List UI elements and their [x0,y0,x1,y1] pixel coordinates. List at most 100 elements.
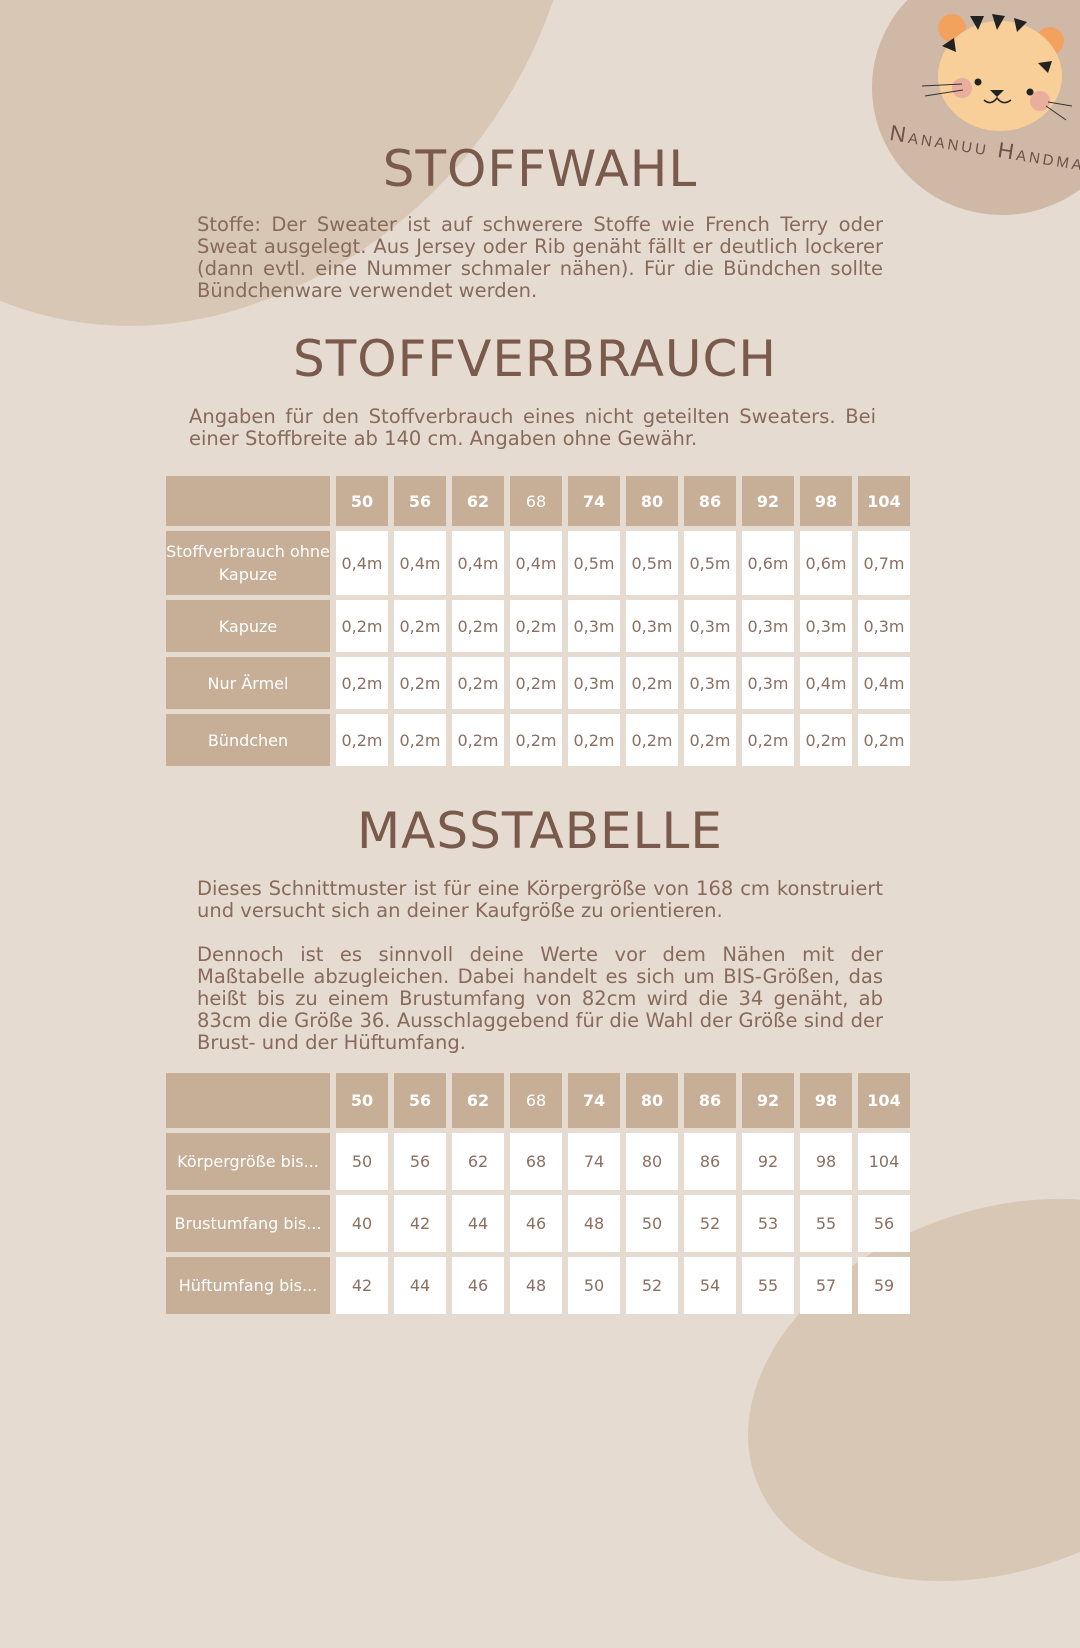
value-cell: 56 [394,1133,446,1190]
value-cell: 0,5m [568,531,620,595]
value-cell: 0,3m [742,657,794,709]
masstabelle-table: 50 56 62 68 74 80 86 92 98 104 Körpergröße bis... 5… [160,1068,916,1319]
value-cell: 54 [684,1257,736,1314]
size-header-cell: 104 [858,1073,910,1128]
value-cell: 0,6m [742,531,794,595]
table-row: Stoffverbrauch ohne Kapuze 0,4m 0,4m 0,4m 0,… [166,531,910,595]
value-cell: 98 [800,1133,852,1190]
value-cell: 0,2m [394,657,446,709]
row-label: Stoffverbrauch ohne Kapuze [166,531,330,595]
value-cell: 46 [510,1195,562,1252]
value-cell: 0,2m [800,714,852,766]
size-header-cell: 50 [336,476,388,526]
value-cell: 0,4m [858,657,910,709]
table-header-row: 50 56 62 68 74 80 86 92 98 104 [166,476,910,526]
value-cell: 0,4m [336,531,388,595]
value-cell: 0,3m [742,600,794,652]
value-cell: 0,2m [336,714,388,766]
masstabelle-intro: Dieses Schnittmuster ist für eine Körper… [197,877,883,922]
stoffverbrauch-text: Angaben für den Stoffverbrauch eines nic… [189,405,876,450]
value-cell: 0,4m [800,657,852,709]
value-cell: 57 [800,1257,852,1314]
value-cell: 62 [452,1133,504,1190]
value-cell: 50 [626,1195,678,1252]
table-row: Körpergröße bis... 50 56 62 68 74 80 86 92 98 104 [166,1133,910,1190]
size-header-cell: 62 [452,476,504,526]
value-cell: 0,4m [510,531,562,595]
size-header-cell: 56 [394,476,446,526]
size-header-cell: 86 [684,476,736,526]
value-cell: 0,3m [626,600,678,652]
value-cell: 56 [858,1195,910,1252]
value-cell: 0,2m [626,657,678,709]
header-corner-cell [166,1073,330,1128]
value-cell: 0,2m [568,714,620,766]
table-row: Kapuze 0,2m 0,2m 0,2m 0,2m 0,3m 0,3m 0,3m 0,3m 0,… [166,600,910,652]
value-cell: 0,3m [568,657,620,709]
value-cell: 0,2m [684,714,736,766]
masstabelle-title: MASSTABELLE [357,802,723,860]
size-header-cell: 68 [510,1073,562,1128]
value-cell: 0,7m [858,531,910,595]
value-cell: 44 [452,1195,504,1252]
value-cell: 0,2m [452,600,504,652]
size-header-cell: 104 [858,476,910,526]
value-cell: 52 [684,1195,736,1252]
row-label: Brustumfang bis... [166,1195,330,1252]
header-corner-cell [166,476,330,526]
value-cell: 53 [742,1195,794,1252]
size-header-cell: 80 [626,476,678,526]
row-label: Bündchen [166,714,330,766]
value-cell: 80 [626,1133,678,1190]
value-cell: 74 [568,1133,620,1190]
size-header-cell: 62 [452,1073,504,1128]
value-cell: 48 [510,1257,562,1314]
size-header-cell: 92 [742,476,794,526]
value-cell: 44 [394,1257,446,1314]
value-cell: 0,5m [626,531,678,595]
stoffwahl-text: Stoffe: Der Sweater ist auf schwerere St… [197,213,883,302]
value-cell: 0,6m [800,531,852,595]
size-header-cell: 92 [742,1073,794,1128]
value-cell: 52 [626,1257,678,1314]
value-cell: 0,2m [858,714,910,766]
table-header-row: 50 56 62 68 74 80 86 92 98 104 [166,1073,910,1128]
value-cell: 40 [336,1195,388,1252]
value-cell: 0,4m [394,531,446,595]
stoffwahl-title: STOFFWAHL [382,140,698,198]
value-cell: 55 [742,1257,794,1314]
value-cell: 46 [452,1257,504,1314]
value-cell: 0,2m [394,714,446,766]
value-cell: 104 [858,1133,910,1190]
value-cell: 0,2m [742,714,794,766]
value-cell: 0,2m [510,657,562,709]
value-cell: 0,3m [684,600,736,652]
size-header-cell: 74 [568,1073,620,1128]
value-cell: 0,2m [626,714,678,766]
stoffverbrauch-table: 50 56 62 68 74 80 86 92 98 104 Stoffverbrauch ohne… [160,471,916,771]
value-cell: 0,2m [510,600,562,652]
tiger-logo-icon [922,14,1072,131]
stoffverbrauch-title: STOFFVERBRAUCH [292,330,778,388]
value-cell: 86 [684,1133,736,1190]
size-header-cell: 50 [336,1073,388,1128]
value-cell: 92 [742,1133,794,1190]
value-cell: 0,2m [452,657,504,709]
masstabelle-details: Dennoch ist es sinnvoll deine Werte vor … [197,943,883,1054]
table-row: Brustumfang bis... 40 42 44 46 48 50 52 53 55 56 [166,1195,910,1252]
size-header-cell: 74 [568,476,620,526]
size-header-cell: 86 [684,1073,736,1128]
value-cell: 42 [394,1195,446,1252]
size-header-cell: 80 [626,1073,678,1128]
value-cell: 0,3m [684,657,736,709]
value-cell: 0,2m [394,600,446,652]
value-cell: 55 [800,1195,852,1252]
row-label: Kapuze [166,600,330,652]
table-row: Nur Ärmel 0,2m 0,2m 0,2m 0,2m 0,3m 0,2m 0,3m 0,3… [166,657,910,709]
value-cell: 50 [568,1257,620,1314]
value-cell: 48 [568,1195,620,1252]
value-cell: 0,3m [800,600,852,652]
value-cell: 0,3m [568,600,620,652]
table-row: Bündchen 0,2m 0,2m 0,2m 0,2m 0,2m 0,2m 0,2m 0,2m… [166,714,910,766]
value-cell: 0,2m [336,657,388,709]
